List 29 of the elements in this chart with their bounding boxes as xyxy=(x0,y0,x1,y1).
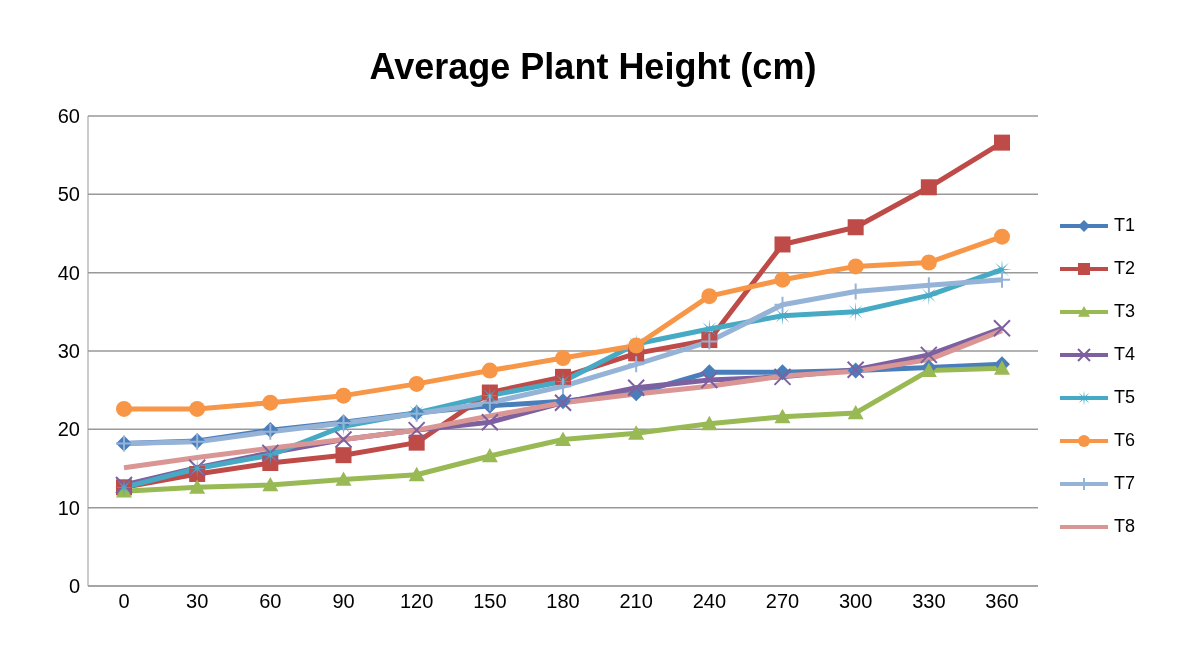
x-tick-label: 360 xyxy=(985,590,1019,613)
legend-label: T1 xyxy=(1114,215,1136,236)
y-tick-label: 20 xyxy=(57,418,80,441)
y-tick-label: 10 xyxy=(57,496,80,519)
x-tick-label: 300 xyxy=(838,590,873,613)
y-tick-label: 0 xyxy=(68,575,80,598)
x-tick-label: 150 xyxy=(473,590,507,613)
x-tick-label: 270 xyxy=(765,590,800,613)
legend-label: T2 xyxy=(1114,258,1136,279)
y-tick-label: 50 xyxy=(57,183,80,206)
legend-label: T5 xyxy=(1114,387,1136,408)
legend-label: T6 xyxy=(1114,430,1136,451)
y-tick-label: 40 xyxy=(57,261,80,284)
legend-label: T7 xyxy=(1114,473,1136,494)
x-tick-label: 0 xyxy=(118,590,130,613)
chart-title: Average Plant Height (cm) xyxy=(368,45,818,89)
x-tick-label: 180 xyxy=(546,590,580,613)
x-tick-label: 30 xyxy=(186,590,209,613)
x-tick-label: 330 xyxy=(912,590,946,613)
x-tick-label: 240 xyxy=(692,590,727,613)
x-tick-label: 210 xyxy=(619,590,653,613)
x-tick-label: 120 xyxy=(399,590,434,613)
legend-label: T4 xyxy=(1114,344,1136,365)
legend-label: T3 xyxy=(1114,301,1136,322)
x-tick-label: 90 xyxy=(332,590,355,613)
legend-label: T8 xyxy=(1114,516,1136,537)
y-tick-label: 30 xyxy=(57,340,80,363)
y-tick-label: 60 xyxy=(57,105,80,128)
x-tick-label: 60 xyxy=(259,590,282,613)
